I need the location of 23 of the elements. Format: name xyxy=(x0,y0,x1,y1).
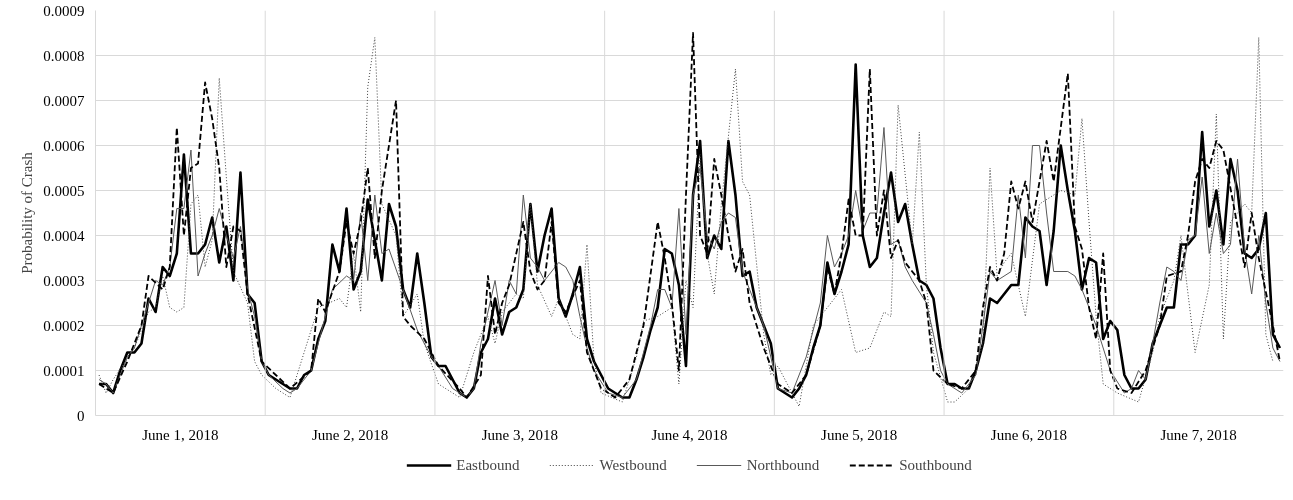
legend-label: Eastbound xyxy=(456,456,520,474)
y-tick-label: 0.0004 xyxy=(43,227,85,244)
x-tick-label: June 1, 2018 xyxy=(142,426,219,443)
legend-label: Southbound xyxy=(899,456,972,474)
legend-label: Northbound xyxy=(746,456,820,474)
x-tick-label: June 3, 2018 xyxy=(481,426,558,443)
y-tick-label: 0.0005 xyxy=(43,182,85,199)
y-tick-label: 0.0007 xyxy=(43,92,85,109)
y-tick-label: 0.0006 xyxy=(43,137,85,154)
x-tick-label: June 6, 2018 xyxy=(990,426,1068,443)
y-axis-title: Probability of Crash xyxy=(19,151,36,274)
y-tick-label: 0.0001 xyxy=(43,362,85,379)
x-tick-label: June 5, 2018 xyxy=(821,426,898,443)
x-tick-label: June 7, 2018 xyxy=(1160,426,1237,443)
legend-label: Westbound xyxy=(599,456,667,474)
y-tick-label: 0.0008 xyxy=(43,47,85,64)
x-tick-label: June 4, 2018 xyxy=(651,426,728,443)
x-tick-label: June 2, 2018 xyxy=(311,426,389,443)
y-tick-label: 0.0009 xyxy=(43,2,85,19)
y-tick-label: 0.0002 xyxy=(43,317,85,334)
y-tick-label: 0.0003 xyxy=(43,272,85,289)
y-tick-label: 0 xyxy=(77,407,85,424)
line-series xyxy=(98,127,1281,398)
